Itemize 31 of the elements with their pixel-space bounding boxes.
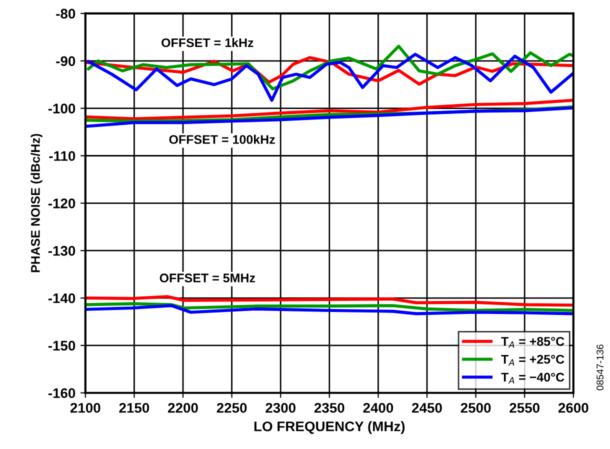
y-tick-label: -100 (48, 104, 76, 114)
legend-label: T$_{A}$ = +85°C (501, 336, 564, 348)
y-tick-label: -110 (49, 151, 76, 161)
x-tick-label: 2350 (314, 402, 344, 413)
legend-label: T$_{A}$ = +25°C (501, 354, 564, 366)
text: 08547-136 (596, 344, 604, 390)
y-tick-label: -160 (48, 388, 76, 398)
x-tick-label: 2450 (412, 402, 442, 413)
y-tick-label: -120 (48, 198, 76, 208)
legend-label: T$_{A}$ = −40°C (501, 372, 564, 384)
annotation: OFFSET = 1kHz (162, 38, 254, 48)
y-tick-label: -80 (56, 8, 76, 19)
line-series (85, 304, 573, 316)
y-tick-label: -150 (48, 340, 76, 351)
x-tick-label: 2400 (363, 402, 394, 413)
annotation: OFFSET = 5MHz (160, 274, 256, 282)
x-tick-label: 2250 (216, 402, 247, 413)
line-series (85, 302, 573, 312)
y-tick-label: -140 (48, 293, 76, 304)
x-axis-title: LO FREQUENCY (MHz) (254, 421, 405, 434)
x-tick-label: 2200 (168, 402, 198, 413)
y-tick-label: -90 (56, 56, 76, 66)
x-tick-label: 2150 (119, 402, 150, 413)
x-tick-label: 2300 (266, 402, 296, 413)
annotation: OFFSET = 100kHz (169, 134, 275, 144)
y-axis-title: PHASE NOISE (dBc/Hz) (30, 134, 42, 272)
x-tick-label: 2600 (558, 402, 588, 413)
y-tick-label: -130 (48, 246, 76, 256)
x-tick-label: 2100 (70, 402, 100, 413)
x-tick-label: 2550 (510, 402, 540, 413)
x-tick-label: 2500 (460, 402, 491, 413)
